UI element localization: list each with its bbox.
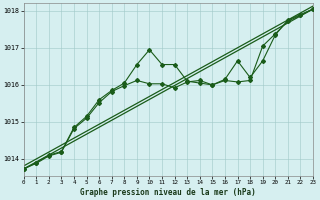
X-axis label: Graphe pression niveau de la mer (hPa): Graphe pression niveau de la mer (hPa)	[80, 188, 256, 197]
